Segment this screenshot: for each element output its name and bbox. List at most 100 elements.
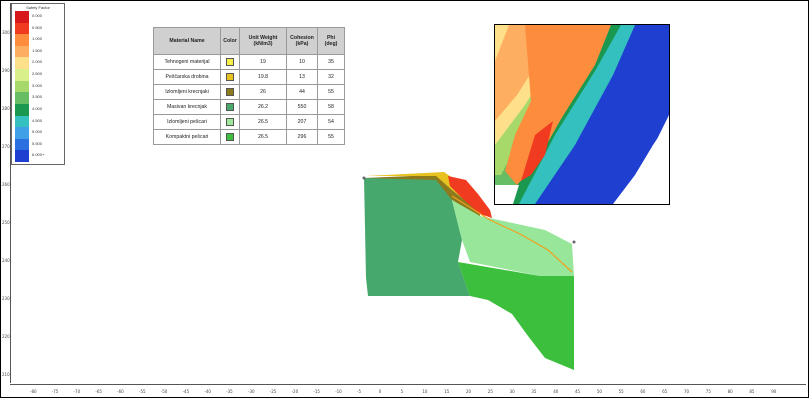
ruler-tick-label: 50 xyxy=(596,389,602,394)
ruler-tick-label: -15 xyxy=(313,389,320,394)
legend-swatch xyxy=(15,115,29,128)
material-color-swatch xyxy=(226,73,234,81)
phi-cell: 55 xyxy=(317,129,345,145)
horizontal-ruler xyxy=(10,384,806,395)
ruler-tick-label: 55 xyxy=(618,389,624,394)
table-row: Tehnogeni materijal 19 10 35 xyxy=(153,54,345,70)
legend-swatch xyxy=(15,57,29,70)
ruler-tick-label: 60 xyxy=(640,389,646,394)
ruler-tick-label: 40 xyxy=(553,389,559,394)
legend-swatch xyxy=(15,138,29,151)
legend-label: 4.000 xyxy=(32,105,43,111)
surface-vertex-right[interactable] xyxy=(572,240,576,244)
ruler-tick-label: -60 xyxy=(117,389,124,394)
phi-cell: 35 xyxy=(317,54,345,70)
legend-swatch xyxy=(15,92,29,105)
surface-vertex-left[interactable] xyxy=(362,176,366,180)
material-color-swatch xyxy=(226,118,234,126)
compact-sandstone-region[interactable] xyxy=(458,262,574,370)
legend-label: 3.500 xyxy=(32,94,43,100)
header-material-name: Material Name xyxy=(153,27,221,55)
ruler-tick-label: 70 xyxy=(684,389,690,394)
ruler-tick-label: 20 xyxy=(466,389,472,394)
vertical-ruler xyxy=(2,3,11,383)
ruler-tick-label: 280 xyxy=(2,106,10,111)
ruler-tick-label: 90 xyxy=(771,389,777,394)
legend-label: 2.500 xyxy=(32,71,43,77)
legend-swatch xyxy=(15,127,29,140)
ruler-tick-label: 80 xyxy=(727,389,733,394)
ruler-tick-label: 5 xyxy=(400,389,404,394)
legend-label: 2.000 xyxy=(32,59,43,65)
table-row: Izlomljeni krecnjaki 26 44 55 xyxy=(153,84,345,100)
safety-factor-legend: Safety Factor 0.000 0.500 1.000 1.500 2.000 2… xyxy=(11,3,65,165)
ruler-tick-label: -70 xyxy=(73,389,81,394)
ruler-tick-label: -10 xyxy=(335,389,342,394)
legend-label: 5.500 xyxy=(32,140,43,146)
ruler-tick-label: 65 xyxy=(662,389,668,394)
ruler-tick-label: 270 xyxy=(2,144,10,149)
legend-swatch xyxy=(15,34,29,47)
legend-swatch xyxy=(15,69,29,82)
legend-color-bar xyxy=(15,11,29,163)
ruler-tick-label: -55 xyxy=(139,389,146,394)
ruler-tick-label: 0 xyxy=(378,389,382,394)
header-unit-weight: Unit Weight (kN/m3) xyxy=(239,27,287,55)
ruler-tick-label: -40 xyxy=(204,389,211,394)
massive-limestone-region[interactable] xyxy=(364,178,470,296)
material-color-cell xyxy=(220,129,240,145)
fractured-limestone-region[interactable] xyxy=(364,175,480,218)
ruler-tick-label: 260 xyxy=(2,182,10,187)
ruler-tick-label: -80 xyxy=(30,389,37,394)
contour-band-orange xyxy=(505,25,611,185)
ruler-tick-label: 300 xyxy=(2,30,10,35)
slip-surface-line[interactable] xyxy=(451,195,573,273)
material-color-swatch xyxy=(226,133,234,141)
legend-label: 6.000+ xyxy=(32,152,45,158)
ruler-tick-label: -75 xyxy=(51,389,59,394)
material-properties-table: Material Name Color Unit Weight (kN/m3) … xyxy=(153,27,345,145)
ruler-tick-label: 75 xyxy=(705,389,711,394)
fractured-sandstone-region[interactable] xyxy=(452,200,574,276)
ruler-tick-label: 290 xyxy=(2,68,10,73)
legend-swatch xyxy=(15,80,29,93)
ruler-tick-label: 10 xyxy=(422,389,428,394)
legend-swatch xyxy=(15,150,29,163)
material-color-swatch xyxy=(226,88,234,96)
table-row: Peščarska drobina 19.8 13 32 xyxy=(153,69,345,85)
material-color-swatch xyxy=(226,58,234,66)
excavated-toe xyxy=(495,185,519,204)
legend-label: 1.500 xyxy=(32,47,43,53)
excavated-region xyxy=(613,121,669,204)
safety-factor-contour-view xyxy=(495,25,669,204)
legend-label: 1.000 xyxy=(32,36,43,42)
ruler-tick-label: 45 xyxy=(575,389,581,394)
ruler-tick-label: -45 xyxy=(182,389,190,394)
legend-swatch xyxy=(15,22,29,35)
ruler-tick-label: 230 xyxy=(2,296,10,301)
ruler-tick-label: 35 xyxy=(531,389,537,394)
ruler-tick-label: 15 xyxy=(444,389,450,394)
legend-label: 0.000 xyxy=(32,13,43,18)
ruler-tick-label: -25 xyxy=(269,389,277,394)
ruler-tick-label: 25 xyxy=(487,389,493,394)
legend-label: 3.000 xyxy=(32,82,43,88)
ruler-tick-label: 85 xyxy=(749,389,755,394)
ruler-tick-label: 210 xyxy=(2,372,10,377)
ruler-tick-label: -20 xyxy=(291,389,299,394)
legend-label: 5.000 xyxy=(32,129,43,135)
ruler-tick-label: -35 xyxy=(226,389,233,394)
header-color: Color xyxy=(220,27,240,55)
legend-label: 4.500 xyxy=(32,117,43,123)
zoom-inset-panel xyxy=(494,24,670,205)
ruler-tick-label: -50 xyxy=(160,389,168,394)
ruler-tick-label: 240 xyxy=(2,258,10,263)
legend-swatch xyxy=(15,45,29,58)
legend-swatch xyxy=(15,11,29,24)
legend-title: Safety Factor xyxy=(26,5,50,10)
ruler-tick-label: -5 xyxy=(357,389,361,394)
ruler-tick-label: 220 xyxy=(2,334,10,339)
ruler-tick-label: -65 xyxy=(95,389,102,394)
critical-slip-zone[interactable] xyxy=(448,176,492,218)
